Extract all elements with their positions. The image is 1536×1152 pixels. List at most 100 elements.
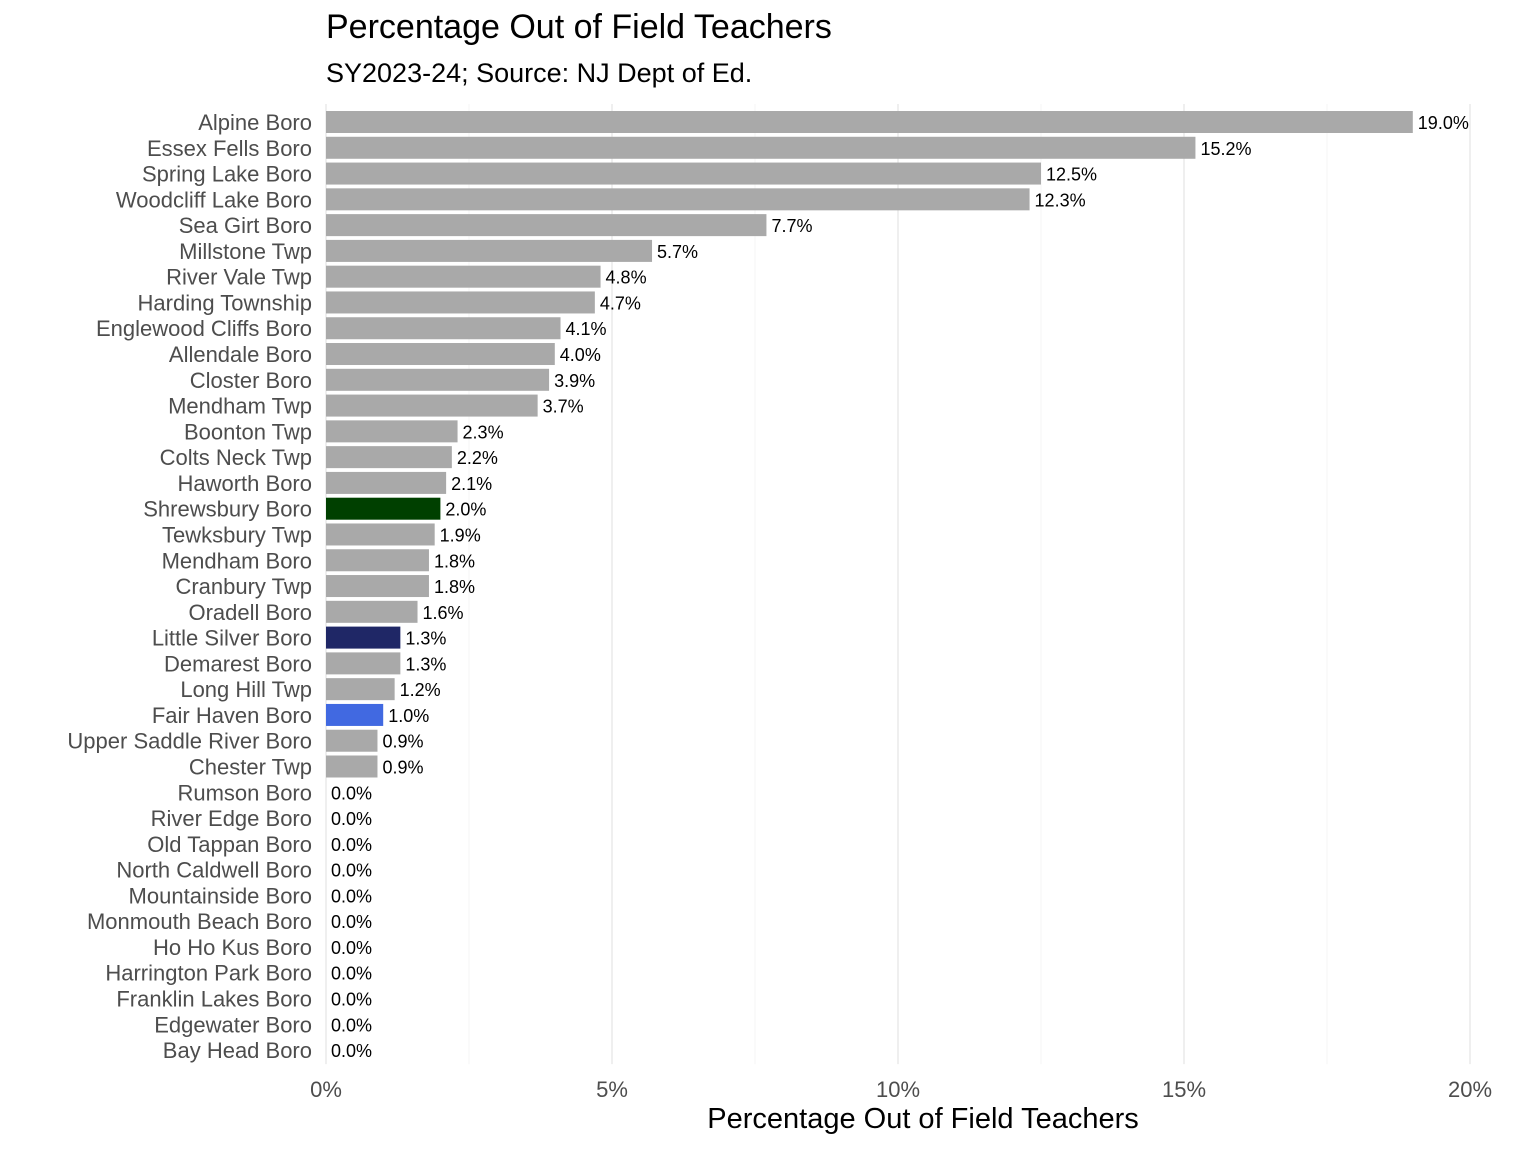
bars bbox=[326, 111, 1413, 778]
category-label: Cranbury Twp bbox=[175, 574, 312, 599]
bar bbox=[326, 368, 550, 391]
data-label: 3.9% bbox=[554, 371, 595, 391]
data-label: 1.3% bbox=[405, 654, 446, 674]
bar bbox=[326, 188, 1030, 211]
data-label: 15.2% bbox=[1200, 139, 1251, 159]
category-label: River Edge Boro bbox=[151, 806, 312, 831]
bar bbox=[326, 291, 595, 314]
category-label: Chester Twp bbox=[189, 755, 312, 780]
category-label: Oradell Boro bbox=[188, 600, 312, 625]
category-label: Tewksbury Twp bbox=[162, 522, 312, 547]
bar bbox=[326, 214, 767, 237]
category-label: Woodcliff Lake Boro bbox=[116, 187, 312, 212]
category-label: Millstone Twp bbox=[179, 239, 312, 264]
data-label: 12.3% bbox=[1035, 190, 1086, 210]
bar bbox=[326, 755, 378, 778]
x-axis-title: Percentage Out of Field Teachers bbox=[707, 1103, 1139, 1135]
category-label: Colts Neck Twp bbox=[160, 445, 312, 470]
data-label: 1.2% bbox=[400, 680, 441, 700]
category-label: Boonton Twp bbox=[184, 419, 312, 444]
category-label: Long Hill Twp bbox=[180, 677, 312, 702]
data-label: 0.0% bbox=[331, 809, 372, 829]
data-label: 0.0% bbox=[331, 912, 372, 932]
chart-subtitle: SY2023-24; Source: NJ Dept of Ed. bbox=[326, 58, 753, 88]
bar bbox=[326, 317, 561, 340]
category-label: Mendham Twp bbox=[168, 394, 312, 419]
category-label: Bay Head Boro bbox=[163, 1038, 312, 1063]
data-label: 1.6% bbox=[423, 603, 464, 623]
bar bbox=[326, 523, 435, 546]
category-label: River Vale Twp bbox=[166, 265, 312, 290]
bar bbox=[326, 703, 384, 726]
bar bbox=[326, 343, 555, 366]
category-label: Mountainside Boro bbox=[129, 883, 312, 908]
data-label: 0.0% bbox=[331, 964, 372, 984]
category-label: Ho Ho Kus Boro bbox=[153, 935, 312, 960]
category-label: Harrington Park Boro bbox=[105, 961, 312, 986]
x-tick-label: 0% bbox=[310, 1077, 342, 1102]
x-tick-label: 20% bbox=[1448, 1077, 1492, 1102]
data-label: 2.0% bbox=[445, 500, 486, 520]
data-label: 19.0% bbox=[1418, 113, 1469, 133]
category-label: North Caldwell Boro bbox=[116, 858, 312, 883]
data-label: 1.0% bbox=[388, 706, 429, 726]
category-label: Little Silver Boro bbox=[152, 626, 312, 651]
bar bbox=[326, 136, 1196, 159]
bar bbox=[326, 652, 401, 675]
bar bbox=[326, 111, 1413, 133]
data-label: 0.0% bbox=[331, 886, 372, 906]
bar bbox=[326, 549, 429, 572]
bar bbox=[326, 420, 458, 443]
category-label: Harding Township bbox=[138, 290, 312, 315]
bar bbox=[326, 497, 441, 520]
category-label: Shrewsbury Boro bbox=[143, 497, 312, 522]
bar bbox=[326, 626, 401, 649]
data-label: 1.8% bbox=[434, 577, 475, 597]
category-label: Franklin Lakes Boro bbox=[116, 987, 312, 1012]
category-label: Mendham Boro bbox=[162, 548, 312, 573]
category-label: Edgewater Boro bbox=[154, 1012, 312, 1037]
bar bbox=[326, 162, 1041, 185]
x-tick-label: 10% bbox=[876, 1077, 920, 1102]
data-label: 3.7% bbox=[543, 397, 584, 417]
category-label: Closter Boro bbox=[190, 368, 312, 393]
bar bbox=[326, 265, 601, 288]
data-label: 1.3% bbox=[405, 629, 446, 649]
bar bbox=[326, 394, 538, 417]
data-labels: 19.0% 15.2% 12.5% 12.3% 7.7% 5.7% 4.8% 4.7% 4.1%… bbox=[331, 113, 1469, 1061]
data-label: 0.0% bbox=[331, 1041, 372, 1061]
x-tick-label: 5% bbox=[596, 1077, 628, 1102]
data-label: 4.7% bbox=[600, 293, 641, 313]
data-label: 2.3% bbox=[463, 422, 504, 442]
data-label: 0.0% bbox=[331, 835, 372, 855]
bar bbox=[326, 446, 452, 469]
data-label: 0.9% bbox=[382, 732, 423, 752]
bar bbox=[326, 729, 378, 752]
gridlines bbox=[325, 104, 1471, 1065]
category-label: Fair Haven Boro bbox=[152, 703, 312, 728]
data-label: 0.0% bbox=[331, 938, 372, 958]
data-label: 0.0% bbox=[331, 1015, 372, 1035]
category-label: Upper Saddle River Boro bbox=[67, 729, 312, 754]
bar bbox=[326, 678, 395, 701]
bar bbox=[326, 239, 653, 262]
category-label: Englewood Cliffs Boro bbox=[96, 316, 312, 341]
x-tick-label: 15% bbox=[1162, 1077, 1206, 1102]
data-label: 4.1% bbox=[566, 319, 607, 339]
bar bbox=[326, 600, 418, 623]
data-label: 0.9% bbox=[382, 758, 423, 778]
data-label: 5.7% bbox=[657, 242, 698, 262]
data-label: 2.1% bbox=[451, 474, 492, 494]
data-label: 0.0% bbox=[331, 990, 372, 1010]
category-label: Essex Fells Boro bbox=[147, 136, 312, 161]
data-label: 0.0% bbox=[331, 783, 372, 803]
category-label: Spring Lake Boro bbox=[142, 162, 312, 187]
category-label: Monmouth Beach Boro bbox=[87, 909, 312, 934]
data-label: 4.0% bbox=[560, 345, 601, 365]
data-label: 12.5% bbox=[1046, 165, 1097, 185]
bar bbox=[326, 575, 429, 598]
bar bbox=[326, 471, 447, 494]
data-label: 1.9% bbox=[440, 525, 481, 545]
